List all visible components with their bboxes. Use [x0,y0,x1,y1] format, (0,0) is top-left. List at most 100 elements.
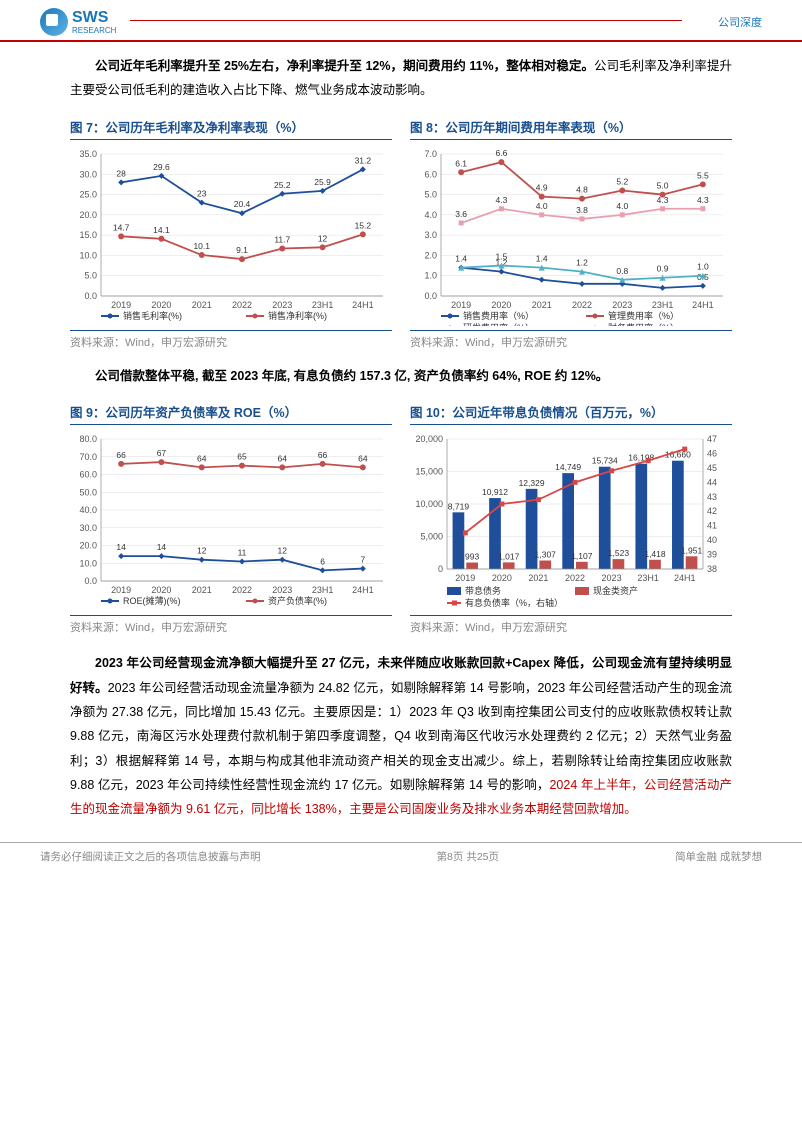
svg-text:0.0: 0.0 [424,291,437,301]
svg-text:6.0: 6.0 [424,169,437,179]
svg-text:23H1: 23H1 [312,300,334,310]
svg-text:ROE(摊薄)(%): ROE(摊薄)(%) [123,595,181,606]
svg-text:6.1: 6.1 [455,158,467,168]
svg-text:46: 46 [707,449,717,459]
fig10-title: 图 10：公司近年带息负债情况（百万元，%） [410,402,732,425]
svg-text:3.8: 3.8 [576,205,588,215]
svg-text:14: 14 [116,542,126,552]
svg-text:14,749: 14,749 [555,462,581,472]
svg-text:2022: 2022 [232,300,252,310]
svg-text:39: 39 [707,550,717,560]
fig7-title: 图 7：公司历年毛利率及净利率表现（%） [70,117,392,140]
svg-text:12: 12 [318,233,328,243]
page-header: SWS RESEARCH 公司深度 [0,0,802,42]
figure-row-1: 图 7：公司历年毛利率及净利率表现（%） 0.05.010.015.020.02… [70,117,732,350]
svg-text:5.5: 5.5 [697,170,709,180]
svg-text:67: 67 [157,448,167,458]
svg-text:20.0: 20.0 [79,541,97,551]
svg-text:29.6: 29.6 [153,162,170,172]
svg-text:10,000: 10,000 [415,499,443,509]
svg-text:1.4: 1.4 [455,253,467,263]
svg-text:66: 66 [318,450,328,460]
svg-text:10.0: 10.0 [79,558,97,568]
svg-text:10.0: 10.0 [79,250,97,260]
svg-text:12: 12 [278,546,288,556]
svg-text:2021: 2021 [192,585,212,595]
svg-text:40.0: 40.0 [79,505,97,515]
svg-text:4.3: 4.3 [697,195,709,205]
svg-text:4.0: 4.0 [424,210,437,220]
svg-text:4.9: 4.9 [536,182,548,192]
fig9-source: 资料来源：Wind，申万宏源研究 [70,615,392,635]
svg-text:64: 64 [358,454,368,464]
svg-text:2022: 2022 [232,585,252,595]
svg-text:20,000: 20,000 [415,434,443,444]
svg-text:8,719: 8,719 [448,501,470,511]
svg-text:研发费用率（%）: 研发费用率（%） [463,322,534,326]
svg-text:2023: 2023 [602,573,622,583]
svg-text:销售净利率(%): 销售净利率(%) [268,310,327,321]
svg-text:23H1: 23H1 [652,300,674,310]
svg-text:2019: 2019 [451,300,471,310]
svg-text:993: 993 [465,552,479,562]
svg-text:64: 64 [278,454,288,464]
svg-text:2021: 2021 [192,300,212,310]
svg-text:64: 64 [197,454,207,464]
svg-text:资产负债率(%): 资产负债率(%) [268,595,327,606]
svg-text:6.6: 6.6 [496,148,508,158]
svg-text:50.0: 50.0 [79,487,97,497]
svg-text:66: 66 [116,450,126,460]
svg-text:4.3: 4.3 [657,195,669,205]
figure-10: 图 10：公司近年带息负债情况（百万元，%） 05,00010,00015,00… [410,402,732,635]
svg-text:现金类资产: 现金类资产 [593,585,638,596]
svg-text:5.0: 5.0 [424,189,437,199]
svg-text:1,418: 1,418 [644,549,666,559]
svg-text:2023: 2023 [272,300,292,310]
svg-text:20.4: 20.4 [234,199,251,209]
fig10-source: 资料来源：Wind，申万宏源研究 [410,615,732,635]
svg-text:42: 42 [707,506,717,516]
svg-text:25.2: 25.2 [274,180,291,190]
svg-text:销售毛利率(%): 销售毛利率(%) [123,310,182,321]
figure-7: 图 7：公司历年毛利率及净利率表现（%） 0.05.010.015.020.02… [70,117,392,350]
svg-text:15.2: 15.2 [355,220,372,230]
svg-text:1,107: 1,107 [571,551,593,561]
svg-text:10,912: 10,912 [482,487,508,497]
svg-text:12,329: 12,329 [519,478,545,488]
svg-text:7.0: 7.0 [424,149,437,159]
svg-text:财务费用率（%）: 财务费用率（%） [608,322,679,326]
svg-text:5,000: 5,000 [420,532,443,542]
brand-sub: RESEARCH [72,26,116,35]
svg-text:2.0: 2.0 [424,250,437,260]
svg-text:24H1: 24H1 [674,573,696,583]
svg-text:2021: 2021 [528,573,548,583]
svg-text:1,951: 1,951 [681,545,703,555]
fig8-title: 图 8：公司历年期间费用年率表现（%） [410,117,732,140]
fig10-chart: 05,00010,00015,00020,0003839404142434445… [410,431,732,611]
svg-text:1.2: 1.2 [576,257,588,267]
svg-text:70.0: 70.0 [79,452,97,462]
svg-text:43: 43 [707,492,717,502]
fig9-chart: 0.010.020.030.040.050.060.070.080.020192… [70,431,392,611]
svg-text:14.1: 14.1 [153,225,170,235]
svg-text:15,734: 15,734 [592,456,618,466]
svg-text:2019: 2019 [111,585,131,595]
fig7-source: 资料来源：Wind，申万宏源研究 [70,330,392,350]
svg-text:4.3: 4.3 [496,195,508,205]
svg-text:9.1: 9.1 [236,245,248,255]
svg-text:80.0: 80.0 [79,434,97,444]
figure-9: 图 9：公司历年资产负债率及 ROE（%） 0.010.020.030.040.… [70,402,392,635]
svg-text:1,523: 1,523 [608,548,630,558]
fig7-chart: 0.05.010.015.020.025.030.035.02019202020… [70,146,392,326]
svg-text:0.9: 0.9 [657,263,669,273]
svg-text:5.2: 5.2 [616,176,628,186]
footer-mid: 第8页 共25页 [437,849,499,864]
svg-text:6: 6 [320,556,325,566]
svg-text:41: 41 [707,521,717,531]
svg-text:65: 65 [237,452,247,462]
svg-text:24H1: 24H1 [352,585,374,595]
svg-text:2020: 2020 [492,573,512,583]
svg-text:28: 28 [116,168,126,178]
svg-text:1,017: 1,017 [498,552,520,562]
svg-text:10.1: 10.1 [193,241,210,251]
